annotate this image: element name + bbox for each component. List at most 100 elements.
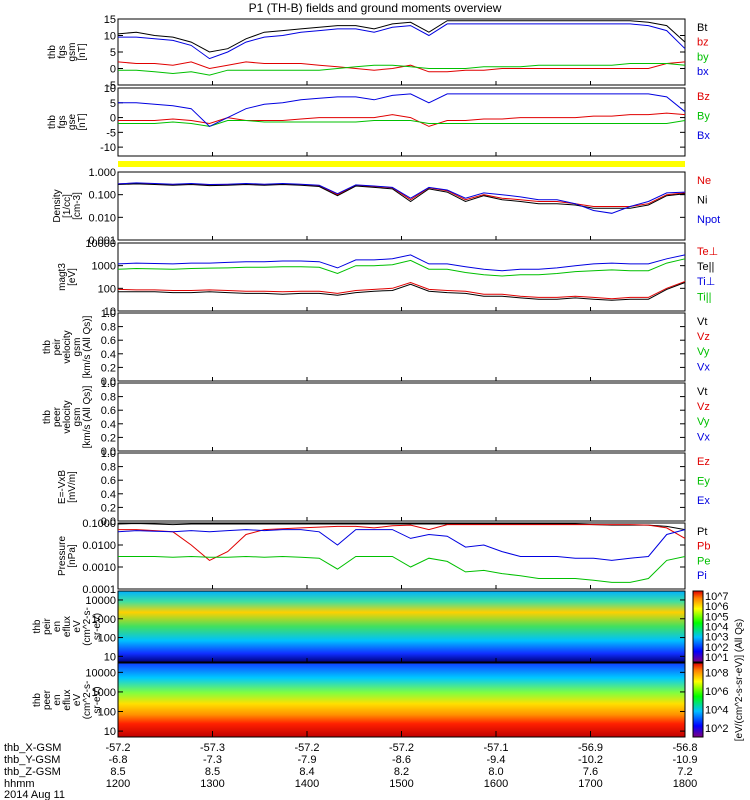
- colorbar: [692, 590, 704, 663]
- legend-entry: Bx: [697, 130, 710, 142]
- y-axis-label: en: [52, 621, 63, 632]
- series-line-bz: [117, 61, 686, 73]
- legend-entry: Pe: [697, 555, 710, 567]
- y-tick-label: 10000: [85, 667, 116, 679]
- y-axis-label: thb: [42, 340, 53, 354]
- legend-entry: Ex: [697, 495, 710, 507]
- y-tick-label: 0.8: [101, 392, 116, 404]
- colorbar-tick-label: 10^2: [705, 642, 729, 654]
- legend-entry: Npot: [697, 214, 720, 226]
- y-tick-label: 0.0: [101, 376, 116, 388]
- y-tick-label: 1.0: [101, 308, 116, 320]
- y-axis-label: fgs: [57, 45, 68, 58]
- x-gsm-label: -57.2: [105, 742, 130, 754]
- z-gsm-label: 8.2: [394, 766, 409, 778]
- y-tick-label: 0.6: [101, 405, 116, 417]
- y-axis-label: [1/cc]: [62, 194, 73, 218]
- y-tick-label: 10: [104, 726, 116, 738]
- x-gsm-label: -57.3: [200, 742, 225, 754]
- colorbar-tick-label: 10^7: [705, 591, 729, 603]
- legend-entry: By: [697, 110, 710, 122]
- legend-entry: Vz: [697, 401, 710, 413]
- y-tick-label: 0.0: [101, 516, 116, 528]
- panel-frame: [117, 522, 686, 590]
- x-axis-row-label: thb_Y-GSM: [4, 754, 60, 766]
- colorbar-tick-label: 10^4: [705, 704, 729, 716]
- y-axis-label: [nT]: [77, 43, 88, 60]
- y-tick-label: 5: [110, 98, 116, 110]
- y-tick-label: 1.000: [88, 167, 116, 179]
- y-tick-label: 10: [104, 651, 116, 663]
- series-line-Te||: [118, 282, 686, 301]
- x-axis-row-label: 2014 Aug 11: [4, 789, 65, 800]
- colorbar-tick-label: 10^6: [705, 601, 729, 613]
- x-gsm-label: -56.8: [672, 742, 697, 754]
- y-axis-label: Density: [52, 189, 63, 222]
- panel-efield: 0.0 0.20.4 0.60.8 1.0 E=-VxB [mV/m] Ez Ey Ex: [57, 448, 710, 528]
- y-tick-label: 0.8: [101, 462, 116, 474]
- y-axis-label: magt3: [57, 263, 68, 291]
- panel-pressure: 0.0001 0.0010 0.0100 0.1000 Pressure [nPa] Pt P…: [57, 518, 710, 596]
- series-line-bx: [118, 23, 686, 60]
- y-axis-label: thb: [47, 45, 58, 59]
- y-gsm-label: -10.9: [672, 754, 697, 766]
- y-axis-label: peer: [52, 406, 63, 427]
- y-axis-label: eflux: [62, 616, 73, 637]
- panel-fgs_gse: -10 -5 0 5 10 thb fgs gse [nT] Bz By Bx: [47, 83, 710, 157]
- panel-fgs_gsm: -5 0 5 10 15 thb fgs gsm [nT] Bt bz by bx: [47, 14, 709, 92]
- y-tick-label: -10: [100, 142, 116, 154]
- colorbar-tick-label: 10^3: [705, 632, 729, 644]
- panel-frame: [117, 18, 686, 86]
- z-gsm-label: 7.6: [583, 766, 598, 778]
- y-gsm-label: -7.3: [203, 754, 222, 766]
- y-tick-label: 100: [98, 707, 116, 719]
- y-axis-label: gsm: [72, 338, 83, 357]
- legend-entry: Bz: [697, 91, 710, 103]
- y-axis-label: peir: [42, 617, 53, 634]
- y-tick-label: 0: [110, 64, 116, 76]
- y-axis-label: eflux: [62, 689, 73, 710]
- legend-entry: by: [697, 51, 709, 63]
- y-tick-label: 10: [104, 31, 116, 43]
- colorbar-tick-label: 10^4: [705, 622, 729, 634]
- y-gsm-label: -10.2: [578, 754, 603, 766]
- y-tick-label: 1000: [92, 614, 116, 626]
- y-axis-label: peir: [52, 338, 63, 355]
- z-gsm-label: 7.2: [677, 766, 692, 778]
- y-axis-label: [km/s (All Qs)]: [82, 315, 93, 378]
- y-tick-label: 10: [104, 306, 116, 318]
- legend-entry: Bt: [697, 22, 707, 34]
- y-axis-label: [mV/m]: [67, 471, 78, 503]
- y-tick-label: 0.2: [101, 502, 116, 514]
- y-tick-label: 1000: [92, 687, 116, 699]
- panel-density: 0.001 0.010 0.100 1.000 Density [1/cc] [cm-3] N…: [52, 167, 720, 247]
- y-gsm-label: -8.6: [392, 754, 411, 766]
- legend-entry: Vt: [697, 316, 707, 328]
- y-tick-label: 0: [110, 113, 116, 125]
- legend-entry: Pi: [697, 570, 707, 582]
- y-axis-label: (cm^2-s-: [82, 607, 93, 646]
- panel-frame: [117, 452, 686, 522]
- legend-entry: Vx: [697, 431, 710, 443]
- hhmm-label: 1300: [200, 778, 224, 790]
- hhmm-label: 1700: [578, 778, 602, 790]
- legend-entry: Vx: [697, 361, 710, 373]
- legend-entry: Te⊥: [697, 246, 718, 258]
- colorbar-tick-label: 10^6: [705, 686, 729, 698]
- x-axis-row-label: thb_X-GSM: [4, 742, 61, 754]
- y-tick-label: 15: [104, 14, 116, 26]
- series-line-Pi: [117, 529, 686, 561]
- legend-entry: Ni: [697, 194, 707, 206]
- y-tick-label: 0.4: [101, 349, 116, 361]
- x-gsm-label: -57.2: [389, 742, 414, 754]
- hhmm-label: 1200: [106, 778, 130, 790]
- series-line-Ni: [117, 183, 686, 209]
- legend-entry: Vy: [697, 416, 710, 428]
- y-tick-label: 0.0001: [82, 584, 116, 596]
- y-axis-label: (cm^2-s-: [82, 681, 93, 720]
- panel-frame: [117, 382, 686, 452]
- y-axis-label: peer: [42, 689, 53, 710]
- series-line-Bx: [118, 93, 686, 128]
- y-axis-label: E=-VxB: [57, 470, 68, 505]
